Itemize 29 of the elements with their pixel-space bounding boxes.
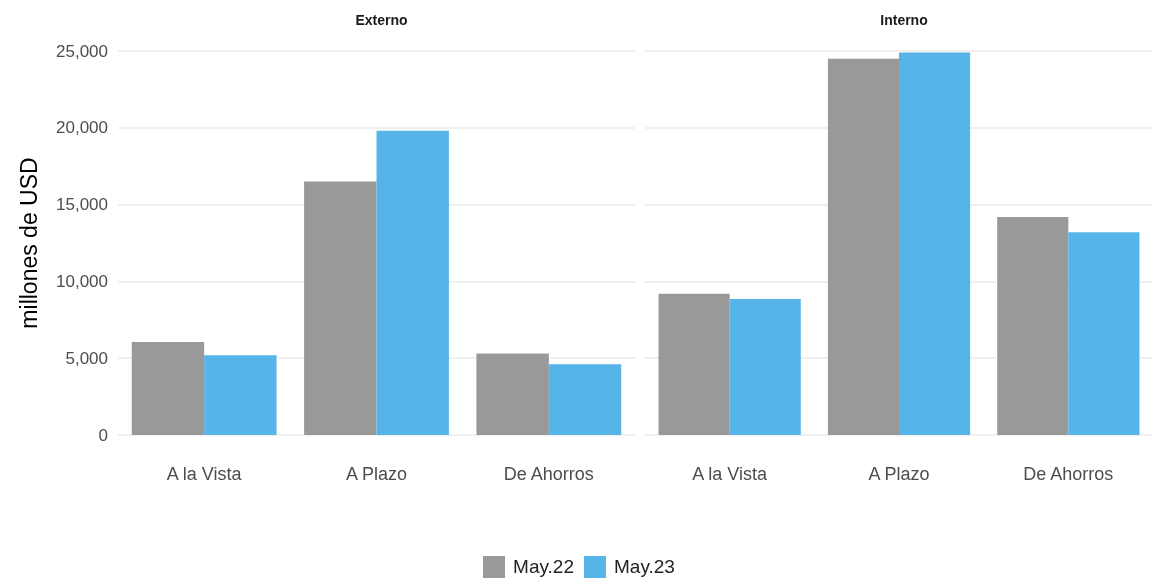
bar: [827, 58, 899, 435]
x-tick-label: A Plazo: [345, 464, 408, 484]
y-tick-label: 0: [98, 425, 108, 445]
x-tick-label: De Ahorros: [503, 464, 594, 484]
bar: [131, 342, 205, 435]
bar: [658, 293, 730, 435]
x-tick-label: A la Vista: [166, 464, 243, 484]
bar: [997, 216, 1069, 435]
y-axis-title: millones de USD: [15, 157, 42, 329]
y-tick-label: 10,000: [56, 271, 108, 291]
x-tick-label: A la Vista: [692, 464, 769, 484]
chart-title: Interno: [880, 12, 928, 28]
bar: [548, 364, 622, 435]
bar: [204, 355, 277, 435]
legend-label: May.23: [614, 556, 675, 578]
y-tick-label: 15,000: [56, 195, 108, 215]
bar: [1068, 232, 1140, 435]
bar: [476, 353, 549, 435]
bar: [376, 130, 449, 435]
legend-label: May.22: [513, 556, 574, 578]
y-tick-label: 20,000: [56, 118, 108, 138]
y-tick-label: 25,000: [56, 41, 108, 61]
chart-title: Externo: [355, 12, 408, 28]
bar: [899, 52, 971, 435]
x-tick-label: A Plazo: [868, 464, 930, 484]
bar: [729, 299, 801, 435]
y-tick-label: 5,000: [65, 348, 108, 368]
x-tick-label: De Ahorros: [1023, 464, 1114, 484]
bar: [304, 181, 377, 435]
